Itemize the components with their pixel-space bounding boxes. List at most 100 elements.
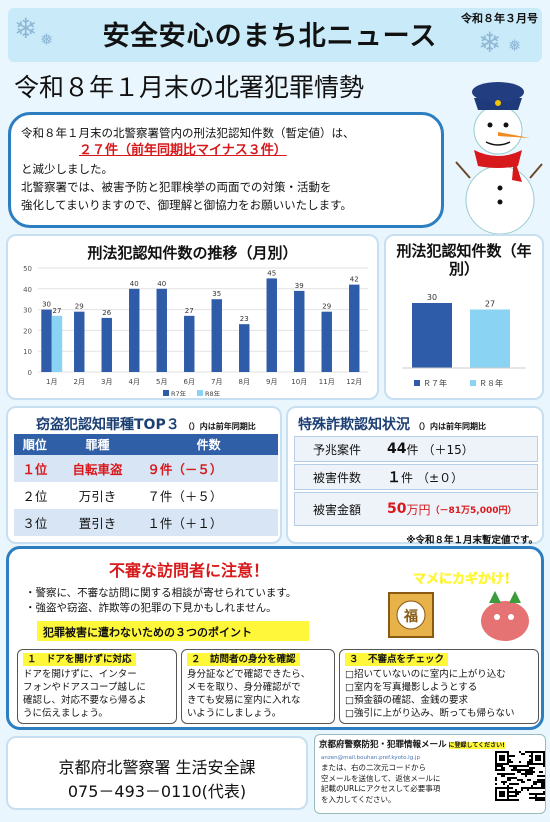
qr-module <box>513 765 515 767</box>
qr-module <box>525 773 527 775</box>
qr-module <box>499 773 501 775</box>
bar <box>470 309 510 368</box>
qr-module <box>519 779 521 781</box>
qr-module <box>525 769 527 771</box>
tip-line: メモを取り、身分確認がで <box>187 682 301 693</box>
contact-box: 京都府北警察署 生活安全課 075－493－0110(代表) <box>6 736 308 810</box>
qr-module <box>517 769 519 771</box>
qr-module <box>517 799 519 801</box>
tip-card: ２ 訪問者の身分を確認 身分証などで確認できたら、 メモを取り、身分確認がで き… <box>181 649 335 724</box>
data-label: 39 <box>295 282 304 290</box>
qr-module <box>531 767 533 769</box>
qr-module <box>527 761 529 763</box>
scam-diff: （－81万5,000円） <box>430 505 517 516</box>
qr-module <box>541 797 543 799</box>
scam-value: 44 <box>387 441 407 457</box>
qr-module <box>509 795 511 797</box>
qr-module <box>517 779 519 781</box>
lock-reminder-illustration: 福 マメにカギかけ！ <box>388 571 529 641</box>
qr-module <box>515 783 517 785</box>
qr-module <box>511 787 513 789</box>
bar <box>321 311 332 372</box>
qr-module <box>503 769 505 771</box>
qr-module <box>539 775 541 777</box>
qr-module <box>513 755 515 757</box>
qr-module <box>525 771 527 773</box>
intro-text: 強化してまいりますので、御理解と御協力をお願いいたします。 <box>21 198 352 212</box>
qr-module <box>511 791 513 793</box>
section-note: （）内は前年同期比 <box>183 422 256 431</box>
legend-swatch <box>414 380 420 386</box>
qr-module <box>507 777 509 779</box>
qr-module <box>509 777 511 779</box>
qr-module <box>519 769 521 771</box>
qr-module <box>533 787 535 789</box>
scam-label: 被害金額 <box>312 502 361 517</box>
qr-module <box>527 773 529 775</box>
qr-module <box>535 793 537 795</box>
data-label: 27 <box>485 300 495 309</box>
bar <box>51 315 63 372</box>
qr-module <box>533 781 535 783</box>
department-name: 京都府北警察署 生活安全課 <box>58 758 256 777</box>
x-tick-label: 7月 <box>211 378 222 386</box>
y-tick-label: 30 <box>23 307 32 315</box>
scam-row: 予兆案件 44 件（＋15） <box>294 436 538 462</box>
qr-module <box>507 779 509 781</box>
monthly-chart-panel: 刑法犯認知件数の推移（月別） 0 10 20 30 40 50 30 27 1月 29 2月 26 3月… <box>6 234 379 400</box>
x-tick-label: 12月 <box>346 378 362 386</box>
qr-module <box>509 759 511 761</box>
data-label: 30 <box>427 293 437 302</box>
qr-module <box>501 767 503 769</box>
checklist-item: □強引に上がり込み、断っても帰らない <box>345 708 515 719</box>
qr-module <box>533 797 535 799</box>
bar <box>211 299 222 372</box>
yearly-bar-chart: 30 27 Ｒ７年 Ｒ８年 <box>402 293 526 388</box>
qr-module <box>511 799 513 801</box>
qr-module <box>495 779 497 781</box>
box-label: 福 <box>403 608 418 625</box>
qr-module <box>517 783 519 785</box>
qr-module <box>495 767 497 769</box>
phone-number: 075－493－0110(代表) <box>67 782 247 801</box>
checklist-item: □招いていないのに室内に上がり込む <box>345 669 506 680</box>
table-header: 順位 <box>14 434 56 455</box>
scam-row: 被害金額 50 万円 （－81万5,000円） <box>294 492 538 526</box>
qr-code-icon[interactable] <box>495 751 545 801</box>
rank-cell: ２位 <box>22 489 48 504</box>
qr-module <box>505 773 507 775</box>
y-tick-label: 20 <box>23 327 32 335</box>
qr-module <box>539 779 541 781</box>
qr-module <box>503 781 505 783</box>
qr-module <box>537 787 539 789</box>
qr-module <box>523 753 525 755</box>
qr-module <box>535 797 537 799</box>
crime-type-cell: 自転車盗 <box>55 455 140 482</box>
qr-module <box>537 793 539 795</box>
qr-module <box>527 789 529 791</box>
scam-value: １ <box>387 470 401 486</box>
mail-address[interactable]: anzen@mail.bouhan.pref.kyoto.lg.jp <box>321 755 420 761</box>
qr-module <box>497 773 499 775</box>
qr-module <box>543 799 545 801</box>
snowflake-icon: ❄ <box>478 26 502 59</box>
qr-module <box>539 787 541 789</box>
intro-text: 北警察署では、被害予防と犯罪検挙の両面での対策・活動を <box>21 180 332 194</box>
qr-module <box>515 769 517 771</box>
qr-module <box>541 785 543 787</box>
qr-module <box>529 759 531 761</box>
qr-module <box>535 783 537 785</box>
qr-module <box>537 779 539 781</box>
qr-module <box>513 773 515 775</box>
section-note: （）内は前年同期比 <box>414 422 486 431</box>
qr-module <box>511 755 513 757</box>
qr-module <box>529 793 531 795</box>
data-label: 40 <box>130 280 139 288</box>
qr-module <box>521 789 523 791</box>
data-label: 35 <box>212 290 221 298</box>
scam-unit: 件 <box>401 470 414 485</box>
qr-module <box>523 781 525 783</box>
bar <box>349 284 360 372</box>
qr-module <box>509 783 511 785</box>
qr-module <box>543 793 545 795</box>
